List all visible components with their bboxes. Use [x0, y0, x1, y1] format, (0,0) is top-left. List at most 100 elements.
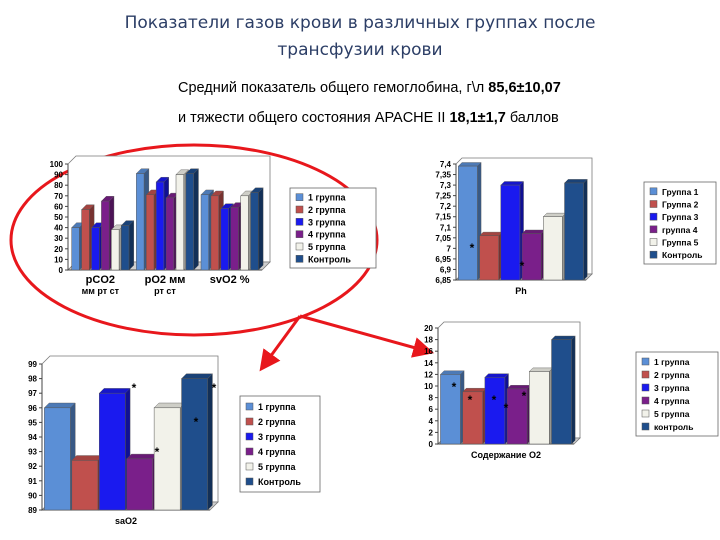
- chart-0-bar-front: [121, 225, 130, 271]
- chart-1-asterisk: *: [470, 241, 475, 255]
- arrow-to-o2-content: [299, 314, 435, 358]
- sao2-chart: 99 98 97 96 95 94 93 92 91 90 89 saO2 1 группа 2 груп…: [28, 355, 321, 526]
- chart-0-category-label: рт ст: [154, 286, 176, 296]
- chart-2-legend-swatch: [245, 417, 254, 426]
- chart-1-bar-top: [457, 162, 482, 167]
- chart-0-legend-swatch: [295, 218, 304, 226]
- chart-0-legend: 1 группа 2 группа 3 группа 4 группа 5 группа…: [289, 187, 377, 269]
- chart-1-bar-side: [583, 178, 588, 281]
- chart-1-bar-top: [564, 179, 588, 184]
- chart-1-tick-label: 7,1: [440, 223, 452, 232]
- chart-3-tick-label: 4: [429, 417, 434, 426]
- chart-3-bar: [551, 335, 576, 445]
- chart-1-tick-label: 7,2: [440, 202, 452, 211]
- chart-1-bar-top: [542, 212, 567, 217]
- chart-2-tick-label: 93: [28, 448, 37, 457]
- chart-2-tick-label: 91: [28, 477, 37, 486]
- chart-3-category-label: Содержание О2: [471, 450, 541, 460]
- chart-2-bar: [181, 373, 213, 511]
- chart-3-legend-label: 2 группа: [654, 370, 690, 380]
- chart-0-bar: [250, 187, 264, 271]
- chart-3-bar-front: [484, 377, 506, 445]
- chart-0-bar-front: [155, 181, 165, 271]
- chart-2-legend-label: 4 группа: [258, 447, 297, 457]
- chart-1-bar: [457, 162, 482, 281]
- chart-0-bar-front: [91, 227, 100, 271]
- chart-3-tick-label: 10: [424, 382, 433, 391]
- chart-0-tick-label: 30: [54, 234, 63, 243]
- chart-0-category-label: svO2 %: [210, 274, 250, 286]
- chart-1-legend-swatch: [649, 200, 658, 208]
- chart-0-legend-swatch: [295, 230, 304, 238]
- chart-0-tick-label: 20: [54, 245, 63, 254]
- chart-0-bar-front: [146, 194, 155, 271]
- chart-2-bar-front: [71, 460, 99, 511]
- chart-2-legend-label: 2 группа: [258, 417, 297, 427]
- chart-1-legend-swatch: [649, 250, 658, 259]
- chart-2-legend: 1 группа 2 группа 3 группа 4 группа 5 группа…: [239, 395, 321, 493]
- chart-0-bar-side: [128, 220, 134, 271]
- chart-1-tick-label: 6,95: [435, 255, 451, 264]
- chart-2-legend-label: Контроль: [258, 477, 301, 487]
- chart-0-bar-front: [220, 208, 229, 271]
- ph-chart: 7,4 7,357,3 7,257,2 7,157,1 7,057 6,956,9 6,85…: [435, 152, 717, 296]
- chart-2-legend-swatch: [245, 462, 254, 471]
- chart-1-bar-top: [500, 181, 525, 186]
- chart-3-bar-top: [462, 387, 487, 393]
- chart-1-legend-label: Группа 5: [662, 238, 699, 248]
- chart-1-legend-swatch: [649, 212, 658, 221]
- chart-2-legend-swatch: [245, 432, 254, 441]
- chart-1-bar: [521, 229, 546, 281]
- chart-1-legend-label: Группа 3: [662, 212, 699, 222]
- chart-1-tick-label: 7,25: [435, 192, 451, 201]
- chart-2-tick-label: 98: [28, 375, 37, 384]
- chart-3-legend-swatch: [641, 383, 650, 392]
- chart-0-bar-side: [193, 168, 199, 271]
- chart-3-legend-label: 3 группа: [654, 383, 690, 393]
- chart-2-bar-top: [126, 453, 159, 460]
- chart-1-legend-swatch: [649, 187, 658, 196]
- chart-1-bar-front: [479, 235, 499, 281]
- chart-0-legend-swatch: [295, 205, 304, 214]
- apache-subtitle: и тяжести общего состояния APACHE II 18,…: [178, 110, 559, 126]
- chart-1-bar-front: [458, 165, 478, 281]
- chart-3-bar-top: [551, 335, 576, 340]
- chart-0-bar-front: [185, 173, 194, 271]
- chart-2-bar-front: [98, 392, 126, 511]
- chart-1-asterisk: *: [520, 259, 525, 273]
- chart-3-bar-top: [506, 385, 532, 390]
- arrow-to-sao2: [259, 315, 302, 372]
- chart-3-bar-side: [571, 335, 576, 445]
- chart-0-legend-swatch: [295, 242, 304, 251]
- chart-2-bar-top: [71, 455, 104, 461]
- chart-2-legend-label: 5 группа: [258, 462, 297, 472]
- chart-2-bar-top: [43, 402, 76, 408]
- chart-3-legend-swatch: [641, 422, 650, 431]
- chart-0-legend-label: 5 группа: [308, 242, 347, 252]
- chart-1-bar-top: [479, 231, 503, 236]
- chart-1-asterisk: *: [454, 152, 459, 154]
- chart-2-asterisk: *: [194, 415, 199, 429]
- chart-3-legend-label: 4 группа: [654, 396, 690, 406]
- chart-0-bar-front: [210, 195, 219, 271]
- chart-3-tick-label: 0: [429, 440, 434, 449]
- chart-0-tick-label: 100: [50, 160, 64, 169]
- chart-2-bar: [43, 402, 76, 511]
- chart-2-bar-front: [153, 407, 181, 511]
- apache-unit: баллов: [505, 110, 559, 126]
- chart-0-bar: [120, 220, 135, 271]
- chart-3-bar: [506, 384, 532, 445]
- hemoglobin-subtitle: Средний показатель общего гемоглобина, г…: [178, 80, 561, 96]
- chart-3-legend: 1 группа 2 группа 3 группа 4 группа 5 группа…: [635, 351, 719, 437]
- chart-0-legend-label: 1 группа: [308, 193, 347, 203]
- chart-2-asterisk: *: [132, 381, 137, 395]
- chart-2-bar: [71, 455, 104, 511]
- chart-3-tick-label: 12: [424, 370, 433, 379]
- chart-0-bar-front: [200, 194, 209, 271]
- chart-0-tick-label: 40: [54, 224, 63, 233]
- chart-2-bar: [126, 453, 159, 511]
- chart-3-tick-label: 20: [424, 324, 433, 333]
- chart-3-tick-label: 2: [429, 428, 434, 437]
